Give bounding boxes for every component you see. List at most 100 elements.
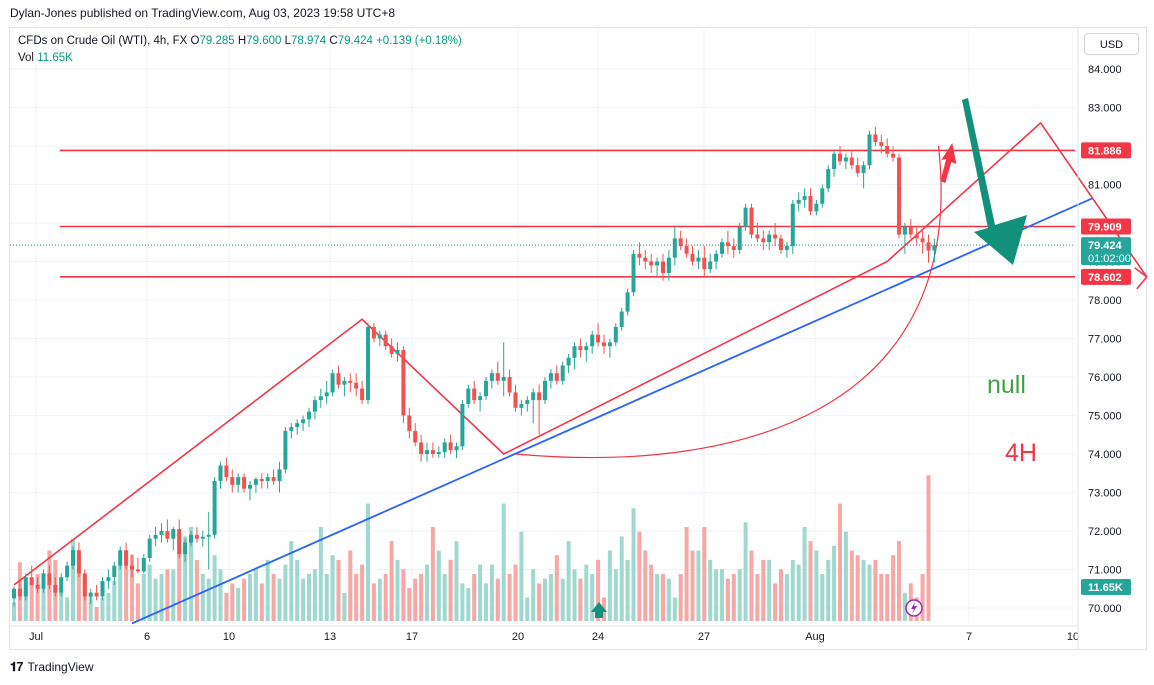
candle-body xyxy=(755,234,760,239)
candle-body xyxy=(832,153,837,170)
tradingview-logo[interactable]: 𝟏7 TradingView xyxy=(10,659,94,675)
volume-bar xyxy=(543,578,547,621)
candle-body xyxy=(82,573,87,597)
symbol-name[interactable]: CFDs on Crude Oil (WTI), 4h, FX xyxy=(18,35,188,47)
candle-body xyxy=(307,411,311,420)
candle-body xyxy=(666,257,671,274)
volume-bar xyxy=(926,475,931,621)
vol-label: Vol xyxy=(18,52,34,64)
x-tick-label: 27 xyxy=(698,631,710,643)
candle-body xyxy=(283,430,288,470)
candle-body xyxy=(466,388,471,404)
open-value: 79.285 xyxy=(199,35,235,47)
candle-body xyxy=(413,430,418,443)
currency-button[interactable]: USD xyxy=(1084,33,1139,55)
candle-body xyxy=(891,153,896,158)
volume-bar xyxy=(554,555,559,621)
volume-bar xyxy=(448,559,453,621)
volume-bar xyxy=(814,550,819,621)
volume-bar xyxy=(94,606,99,621)
volume-bar xyxy=(348,550,353,621)
candle-body xyxy=(94,592,99,597)
volume-bar xyxy=(661,574,665,621)
volume-bar xyxy=(920,574,925,621)
candle-body xyxy=(318,396,323,401)
volume-bar xyxy=(159,574,164,621)
volume-bar xyxy=(189,527,193,621)
candle-body xyxy=(855,165,860,173)
volume-bar xyxy=(265,559,270,621)
zigzag-line xyxy=(13,121,1148,586)
volume-bar xyxy=(808,541,813,621)
volume-bar xyxy=(212,555,217,621)
candle-body xyxy=(820,188,825,204)
volume-bar xyxy=(843,531,848,621)
candle-body xyxy=(206,534,211,537)
volume-bar xyxy=(460,583,465,621)
volume-bar xyxy=(466,588,471,621)
x-tick-label: 10 xyxy=(223,631,235,643)
volume-bar xyxy=(643,550,648,621)
volume-bar xyxy=(200,574,205,621)
candle-body xyxy=(436,452,441,454)
low-label: L xyxy=(284,35,291,47)
volume-bar xyxy=(130,555,134,621)
candles xyxy=(12,126,937,607)
candle-body xyxy=(371,326,376,339)
candle-body xyxy=(159,531,164,535)
x-tick-label: 6 xyxy=(144,631,150,643)
volume-bar xyxy=(849,550,854,621)
x-tick-label: Aug xyxy=(805,631,825,643)
volume-bar xyxy=(407,588,412,621)
candle-body xyxy=(519,403,524,408)
lightning-glyph xyxy=(911,602,917,614)
volume-bar xyxy=(826,559,831,621)
candle-body xyxy=(401,350,406,416)
red-up-arrow-icon xyxy=(940,142,957,183)
candle-body xyxy=(218,465,223,481)
volume-bar xyxy=(773,583,778,621)
candle-body xyxy=(118,550,123,566)
volume-bar xyxy=(720,569,724,621)
candle-body xyxy=(236,477,241,485)
volume-bar xyxy=(218,569,223,621)
candle-body xyxy=(224,465,229,478)
volume-bar xyxy=(513,564,518,621)
volume-bar xyxy=(242,578,247,621)
volume-bar xyxy=(737,569,742,621)
candle-body xyxy=(596,334,601,343)
price-tag xyxy=(1081,142,1131,159)
candle-body xyxy=(861,165,866,173)
price-tag xyxy=(1081,218,1131,235)
candle-body xyxy=(655,261,660,266)
volume-bar xyxy=(832,545,837,621)
volume-bar xyxy=(100,597,105,621)
volume-bar xyxy=(631,508,636,621)
price-tag-label: 79.424 xyxy=(1088,240,1123,252)
volume-bar xyxy=(301,578,306,621)
y-tick-label: 72.000 xyxy=(1088,526,1122,538)
candle-body xyxy=(619,311,624,327)
volume-bar xyxy=(649,564,654,621)
candle-body xyxy=(814,203,819,212)
candle-body xyxy=(613,326,618,343)
price-tag-label: 11.65K xyxy=(1088,582,1123,594)
candle-body xyxy=(336,373,341,385)
volume-bar xyxy=(206,578,211,621)
volume-bar xyxy=(35,574,40,621)
candle-body xyxy=(425,450,429,454)
volume-bar xyxy=(147,564,152,621)
candle-body xyxy=(35,584,40,589)
volume-bar xyxy=(755,574,760,621)
volume-bar xyxy=(702,527,707,621)
volume-bar xyxy=(790,559,795,621)
y-tick-label: 74.000 xyxy=(1088,449,1122,461)
candle-body xyxy=(714,253,719,262)
price-tag xyxy=(1081,579,1131,595)
vol-value: 11.65K xyxy=(37,52,73,64)
volume-bar xyxy=(902,592,907,621)
candle-body xyxy=(383,334,388,347)
volume-bar xyxy=(366,503,370,621)
